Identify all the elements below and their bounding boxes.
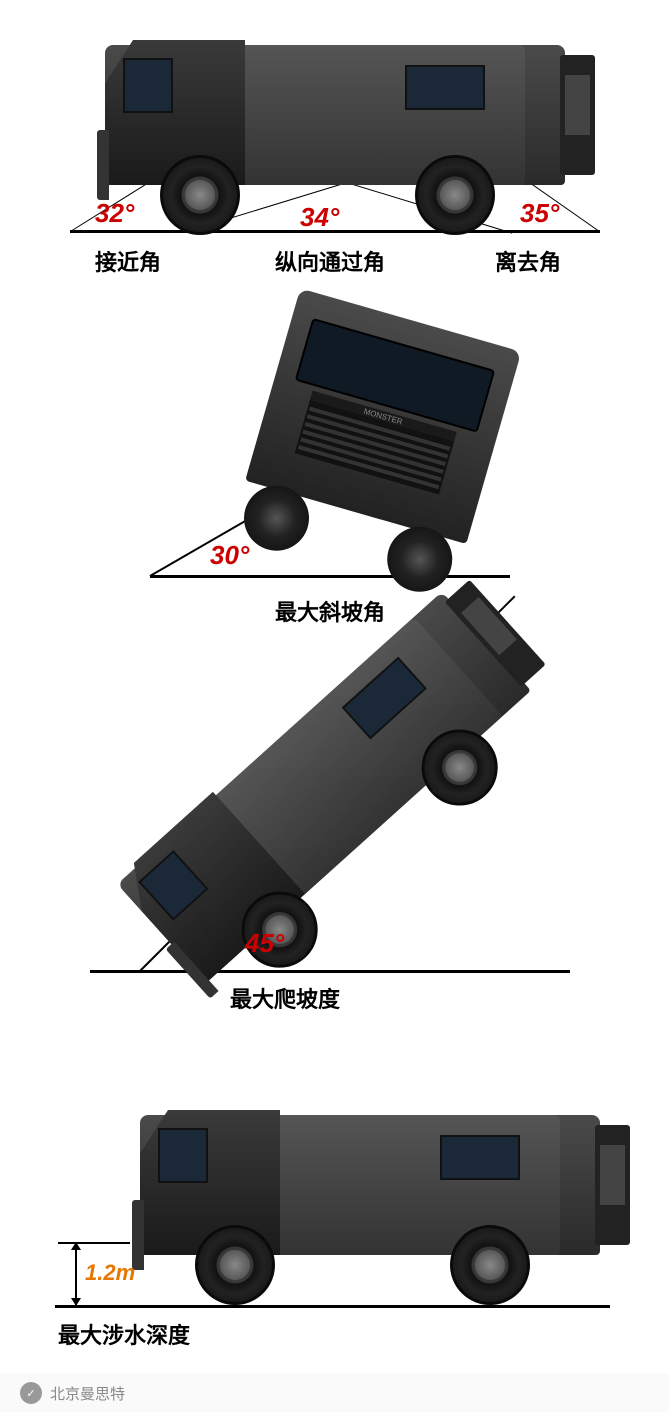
climb-diagram: 45° 最大爬坡度 [0, 680, 669, 1040]
water-level-line [58, 1242, 130, 1244]
footer-brand: 北京曼思特 [50, 1383, 125, 1404]
wading-label: 最大涉水深度 [58, 1318, 190, 1350]
depth-marker [75, 1242, 77, 1305]
angles-diagram: 32° 34° 35° 接近角 纵向通过角 离去角 [0, 20, 669, 300]
depth-arrow-up [71, 1242, 81, 1250]
footer-bar: ✓ 北京曼思特 [0, 1374, 669, 1412]
approach-angle-value: 32° [95, 198, 134, 229]
departure-angle-value: 35° [520, 198, 559, 229]
truck-front-view: MONSTER [229, 288, 522, 601]
tilt-diagram: MONSTER 30° 最大斜坡角 [0, 320, 669, 650]
wading-depth-value: 1.2m [85, 1260, 135, 1286]
depth-arrow-down [71, 1298, 81, 1306]
climb-angle-value: 45° [245, 928, 284, 959]
wading-diagram: 1.2m 最大涉水深度 [0, 1090, 669, 1370]
truck-climbing [117, 592, 563, 1019]
tilt-label: 最大斜坡角 [275, 595, 385, 627]
truck-wading [140, 1115, 600, 1305]
ground-line-3 [90, 970, 570, 973]
wechat-icon: ✓ [20, 1382, 42, 1404]
departure-label: 离去角 [495, 245, 561, 277]
tilt-angle-value: 30° [210, 540, 249, 571]
breakover-label: 纵向通过角 [275, 245, 385, 277]
breakover-angle-value: 34° [300, 202, 339, 233]
climb-label: 最大爬坡度 [230, 982, 340, 1014]
ground-line-4 [55, 1305, 610, 1308]
approach-label: 接近角 [95, 245, 161, 277]
